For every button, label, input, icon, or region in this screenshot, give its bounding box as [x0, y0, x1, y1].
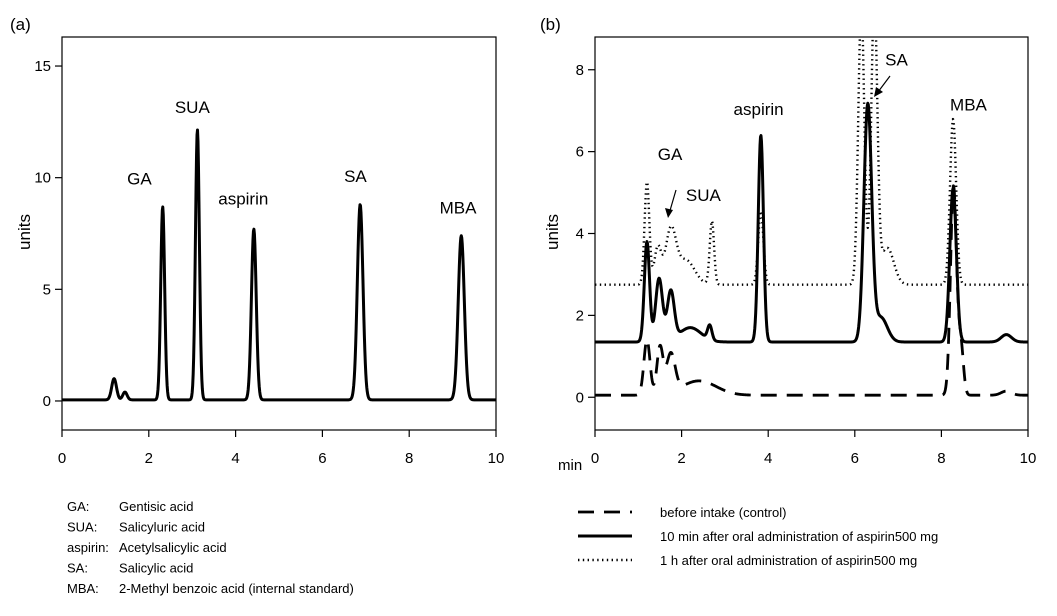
peak-arrows [665, 75, 891, 218]
sa-arrowhead [874, 87, 883, 97]
legend-name: 2-Methyl benzoic acid (internal standard… [119, 581, 354, 596]
x-tick-label: 8 [937, 450, 945, 467]
panel-b-x-unit: min [558, 457, 582, 474]
legend-abbr: GA: [67, 499, 89, 514]
peak-label: SA [885, 51, 908, 70]
peak-label: MBA [950, 96, 988, 115]
x-tick-label: 10 [1020, 450, 1037, 467]
x-tick-label: 0 [58, 450, 66, 467]
legend-series-name: 1 h after oral administration of aspirin… [660, 553, 917, 568]
peak-label: GA [658, 145, 683, 164]
panel-a-label: (a) [10, 15, 31, 34]
line-style-legend: before intake (control) 10 min after oral… [578, 505, 938, 568]
trace-dotted [595, 37, 1028, 286]
x-tick-label: 8 [405, 450, 413, 467]
sa-arrow [877, 75, 891, 93]
panel-a-y-axis-label: units [15, 214, 34, 250]
peak-label: aspirin [218, 189, 268, 208]
panel-b-label: (b) [540, 15, 561, 34]
x-tick-label: 4 [764, 450, 772, 467]
panel-b-y-axis-label: units [543, 214, 562, 250]
y-tick-label: 5 [43, 281, 51, 298]
y-tick-label: 0 [576, 389, 584, 406]
y-tick-label: 10 [34, 170, 51, 187]
peak-label: SUA [175, 98, 211, 117]
x-tick-label: 6 [318, 450, 326, 467]
y-tick-label: 0 [43, 393, 51, 410]
legend-abbr: aspirin: [67, 540, 109, 555]
x-tick-label: 2 [145, 450, 153, 467]
x-tick-label: 10 [488, 450, 505, 467]
panel-b-traces [595, 37, 1028, 397]
legend-abbr: MBA: [67, 581, 99, 596]
ga-arrowhead [665, 208, 673, 218]
peak-label: MBA [440, 198, 478, 217]
legend-name: Salicyluric acid [119, 520, 205, 535]
y-tick-label: 4 [576, 226, 584, 243]
panel-a-x-ticks: 0 2 4 6 8 10 [58, 430, 505, 467]
panel-a-frame [61, 36, 497, 431]
y-tick-label: 6 [576, 144, 584, 161]
y-tick-label: 2 [576, 307, 584, 324]
peak-label: SA [344, 167, 367, 186]
trace-dashed [595, 184, 1028, 397]
panel-a-traces [62, 128, 496, 402]
trace-solid [595, 101, 1028, 344]
trace-solid [62, 128, 496, 402]
panel-b-x-ticks: 0 2 4 6 8 10 [591, 430, 1037, 467]
y-tick-label: 8 [576, 62, 584, 79]
panel-a: (a) units 0 5 10 15 0 2 4 6 8 10 GA SUA aspirin SA M… [10, 15, 504, 467]
panel-a-peak-labels: GA SUA aspirin SA MBA [127, 98, 477, 217]
x-tick-label: 0 [591, 450, 599, 467]
panel-a-y-ticks: 0 5 10 15 [34, 58, 62, 410]
legend-name: Salicylic acid [119, 561, 193, 576]
legend-series-name: 10 min after oral administration of aspi… [660, 529, 938, 544]
x-tick-label: 4 [231, 450, 239, 467]
panel-b: (b) units min 0 2 4 6 8 0 2 4 6 8 10 GA SUA aspirin… [540, 15, 1037, 474]
y-tick-label: 15 [34, 58, 51, 75]
peak-label: SUA [686, 186, 722, 205]
legend-series-name: before intake (control) [660, 505, 786, 520]
peak-label: aspirin [734, 100, 784, 119]
legend-abbr: SUA: [67, 520, 97, 535]
panel-b-y-ticks: 0 2 4 6 8 [576, 62, 595, 406]
abbreviation-legend: GA: Gentisic acid SUA: Salicyluric acid aspi… [67, 499, 354, 596]
legend-name: Gentisic acid [119, 499, 193, 514]
x-tick-label: 6 [851, 450, 859, 467]
legend-abbr: SA: [67, 561, 88, 576]
legend-name: Acetylsalicylic acid [119, 540, 227, 555]
panel-b-peak-labels: GA SUA aspirin SA MBA [658, 51, 988, 205]
peak-label: GA [127, 169, 152, 188]
x-tick-label: 2 [677, 450, 685, 467]
